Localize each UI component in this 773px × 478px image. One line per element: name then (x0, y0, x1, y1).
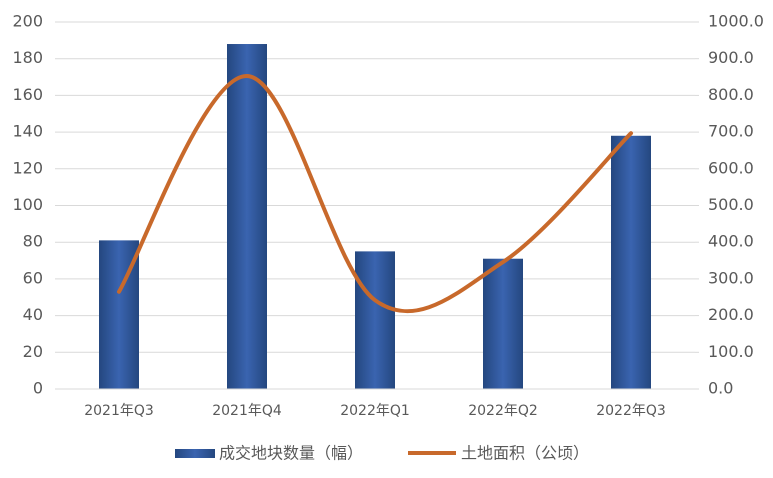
y2-tick-label: 400.0 (708, 232, 754, 251)
x-tick-label: 2022年Q3 (596, 403, 666, 419)
x-tick-label: 2022年Q2 (468, 403, 538, 419)
y-tick-label: 20 (23, 342, 43, 361)
y2-tick-label: 700.0 (708, 122, 754, 141)
y2-tick-label: 800.0 (708, 85, 754, 104)
x-tick-label: 2022年Q1 (340, 403, 410, 419)
y-tick-label: 120 (12, 158, 43, 177)
y2-tick-label: 0.0 (708, 379, 733, 398)
y-tick-label: 100 (12, 195, 43, 214)
y-tick-label: 40 (23, 305, 43, 324)
y-tick-label: 160 (12, 85, 43, 104)
y-tick-label: 80 (23, 232, 43, 251)
y2-tick-label: 500.0 (708, 195, 754, 214)
line (117, 73, 633, 314)
bar (611, 135, 651, 389)
y2-tick-label: 300.0 (708, 268, 754, 287)
y2-tick-label: 100.0 (708, 342, 754, 361)
bar (483, 258, 523, 389)
y2-tick-label: 900.0 (708, 48, 754, 67)
bar (355, 251, 395, 389)
legend-label: 成交地块数量（幅） (219, 444, 363, 463)
x-tick-label: 2021年Q4 (212, 403, 282, 419)
bar (227, 44, 267, 390)
y2-tick-label: 1000.0 (708, 12, 764, 31)
y2-tick-label: 200.0 (708, 305, 754, 324)
y-tick-label: 0 (33, 379, 43, 398)
legend-swatch (175, 449, 215, 458)
y-tick-label: 60 (23, 268, 43, 287)
y-tick-label: 200 (12, 12, 43, 31)
y2-tick-label: 600.0 (708, 158, 754, 177)
y-tick-label: 140 (12, 122, 43, 141)
y-tick-label: 180 (12, 48, 43, 67)
legend-label: 土地面积（公顷） (461, 444, 589, 463)
x-tick-label: 2021年Q3 (84, 403, 154, 419)
